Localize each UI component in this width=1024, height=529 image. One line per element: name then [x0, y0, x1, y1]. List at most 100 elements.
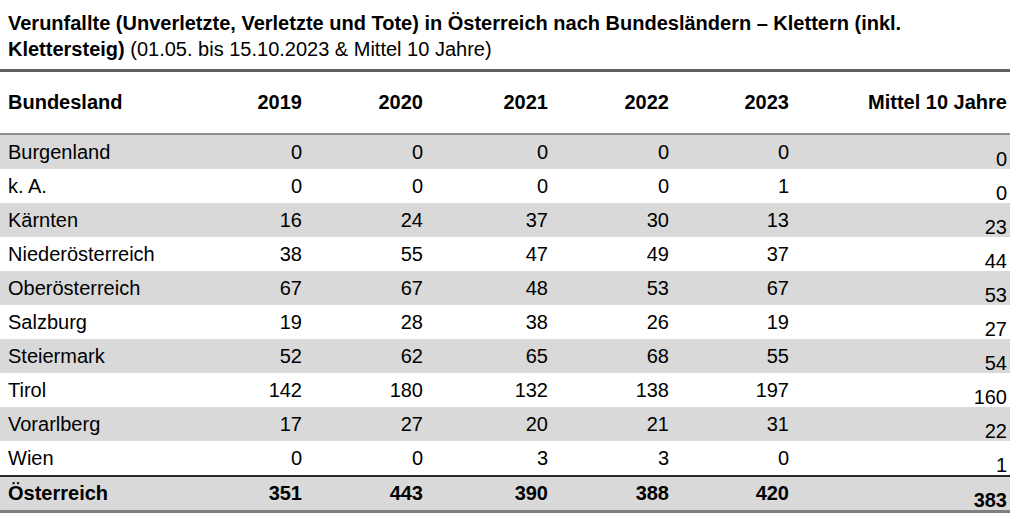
table-row: Steiermark 52 62 65 68 55 54	[0, 339, 1010, 373]
table-cell: 0	[551, 169, 672, 203]
row-label: Tirol	[0, 373, 186, 407]
column-header-2019: 2019	[186, 72, 305, 134]
table-cell: 197	[672, 373, 792, 407]
table-cell-mittel: 0	[792, 169, 1010, 203]
mittel-value: 0	[996, 148, 1007, 171]
table-cell: 390	[426, 476, 551, 512]
table-row: Tirol 142 180 132 138 197 160	[0, 373, 1010, 407]
table-cell-mittel: 53	[792, 271, 1010, 305]
row-label: k. A.	[0, 169, 186, 203]
table-cell: 0	[672, 441, 792, 476]
column-header-2023: 2023	[672, 72, 792, 134]
table-cell: 142	[186, 373, 305, 407]
table-row: Niederösterreich 38 55 47 49 37 44	[0, 237, 1010, 271]
table-cell: 55	[672, 339, 792, 373]
table-cell: 0	[186, 134, 305, 169]
table-cell: 47	[426, 237, 551, 271]
table-cell: 68	[551, 339, 672, 373]
accident-statistics-page: Verunfallte (Unverletzte, Verletzte und …	[0, 0, 1010, 529]
page-title-period: (01.05. bis 15.10.2023 & Mittel 10 Jahre…	[125, 38, 492, 60]
table-cell: 0	[305, 134, 426, 169]
mittel-value: 0	[996, 182, 1007, 205]
mittel-value: 22	[985, 420, 1007, 443]
table-cell: 351	[186, 476, 305, 512]
table-cell: 132	[426, 373, 551, 407]
column-header-2022: 2022	[551, 72, 672, 134]
table-cell-mittel: 383	[792, 476, 1010, 512]
table-row: k. A. 0 0 0 0 1 0	[0, 169, 1010, 203]
table-cell-mittel: 22	[792, 407, 1010, 441]
table-cell: 21	[551, 407, 672, 441]
table-header: Bundesland 2019 2020 2021 2022 2023 Mitt…	[0, 72, 1010, 134]
table-cell-mittel: 27	[792, 305, 1010, 339]
column-header-bundesland: Bundesland	[0, 72, 186, 134]
page-title: Verunfallte (Unverletzte, Verletzte und …	[0, 0, 1010, 69]
table-cell-mittel: 160	[792, 373, 1010, 407]
mittel-value: 23	[985, 216, 1007, 239]
table-cell: 28	[305, 305, 426, 339]
column-header-2020: 2020	[305, 72, 426, 134]
table-row: Wien 0 0 3 3 0 1	[0, 441, 1010, 476]
table-cell: 67	[672, 271, 792, 305]
table-cell: 24	[305, 203, 426, 237]
table-cell: 3	[551, 441, 672, 476]
accidents-by-state-table: Bundesland 2019 2020 2021 2022 2023 Mitt…	[0, 72, 1010, 513]
table-total-row: Österreich 351 443 390 388 420 383	[0, 476, 1010, 512]
table-cell: 0	[305, 169, 426, 203]
table-cell: 3	[426, 441, 551, 476]
table-cell: 0	[186, 169, 305, 203]
table-cell: 30	[551, 203, 672, 237]
table-header-row: Bundesland 2019 2020 2021 2022 2023 Mitt…	[0, 72, 1010, 134]
mittel-value: 383	[974, 489, 1007, 512]
table-cell: 20	[426, 407, 551, 441]
mittel-value: 160	[974, 386, 1007, 409]
table-cell: 26	[551, 305, 672, 339]
table-cell: 37	[672, 237, 792, 271]
table-cell: 0	[672, 134, 792, 169]
table-cell: 48	[426, 271, 551, 305]
table-cell: 0	[305, 441, 426, 476]
table-row: Salzburg 19 28 38 26 19 27	[0, 305, 1010, 339]
table-cell: 420	[672, 476, 792, 512]
row-label: Vorarlberg	[0, 407, 186, 441]
table-row: Burgenland 0 0 0 0 0 0	[0, 134, 1010, 169]
mittel-value: 27	[985, 318, 1007, 341]
table-cell: 67	[186, 271, 305, 305]
table-cell-mittel: 44	[792, 237, 1010, 271]
row-label: Kärnten	[0, 203, 186, 237]
table-cell: 16	[186, 203, 305, 237]
table-row: Oberösterreich 67 67 48 53 67 53	[0, 271, 1010, 305]
table-cell: 67	[305, 271, 426, 305]
table-row: Kärnten 16 24 37 30 13 23	[0, 203, 1010, 237]
row-label: Steiermark	[0, 339, 186, 373]
table-cell: 37	[426, 203, 551, 237]
table-cell: 38	[186, 237, 305, 271]
table-cell: 31	[672, 407, 792, 441]
table-cell: 0	[551, 134, 672, 169]
table-cell: 388	[551, 476, 672, 512]
row-label: Wien	[0, 441, 186, 476]
row-label: Burgenland	[0, 134, 186, 169]
table-cell: 1	[672, 169, 792, 203]
table-cell: 49	[551, 237, 672, 271]
table-cell: 62	[305, 339, 426, 373]
table-cell: 17	[186, 407, 305, 441]
table-cell: 0	[186, 441, 305, 476]
table-cell: 13	[672, 203, 792, 237]
mittel-value: 54	[985, 352, 1007, 375]
row-label: Oberösterreich	[0, 271, 186, 305]
table-cell: 55	[305, 237, 426, 271]
table-cell: 443	[305, 476, 426, 512]
table-cell: 52	[186, 339, 305, 373]
table-row: Vorarlberg 17 27 20 21 31 22	[0, 407, 1010, 441]
table-cell: 38	[426, 305, 551, 339]
mittel-value: 1	[996, 454, 1007, 477]
table-cell: 19	[672, 305, 792, 339]
row-label: Salzburg	[0, 305, 186, 339]
table-cell-mittel: 0	[792, 134, 1010, 169]
table-cell-mittel: 54	[792, 339, 1010, 373]
column-header-2021: 2021	[426, 72, 551, 134]
table-body: Burgenland 0 0 0 0 0 0 k. A. 0 0 0 0 1 0…	[0, 134, 1010, 512]
table-cell: 27	[305, 407, 426, 441]
table-cell: 0	[426, 169, 551, 203]
